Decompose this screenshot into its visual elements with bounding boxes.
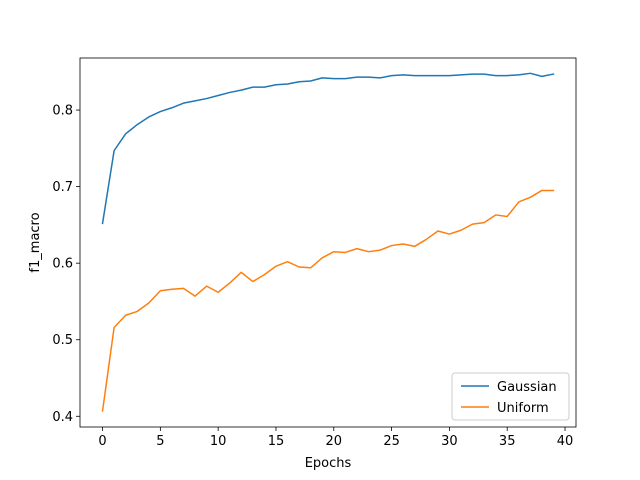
y-tick-label: 0.8 <box>52 104 73 119</box>
series-line-gaussian <box>101 72 555 225</box>
x-tick-label: 20 <box>326 434 343 449</box>
y-tick-label: 0.7 <box>52 180 73 195</box>
x-axis-ticks: 0 5 10 15 20 25 30 35 40 <box>98 427 573 449</box>
x-axis-label: Epochs <box>305 456 352 471</box>
y-tick-label: 0.5 <box>52 333 73 348</box>
legend-label-uniform: Uniform <box>497 401 549 416</box>
legend-box <box>451 372 570 421</box>
x-tick-label: 10 <box>210 434 227 449</box>
legend: Gaussian Uniform <box>451 372 570 421</box>
x-tick-label: 30 <box>441 434 458 449</box>
x-tick-label: 25 <box>383 434 400 449</box>
x-tick-label: 5 <box>156 434 164 449</box>
plot-frame <box>79 57 577 428</box>
x-tick-label: 15 <box>268 434 285 449</box>
y-tick-label: 0.6 <box>52 257 73 272</box>
legend-label-gaussian: Gaussian <box>497 380 557 395</box>
y-axis-ticks: 0.4 0.5 0.6 0.7 0.8 <box>52 104 80 425</box>
y-tick-label: 0.4 <box>52 410 73 425</box>
x-tick-label: 35 <box>499 434 516 449</box>
series-line-uniform <box>101 189 555 412</box>
series-layer <box>101 72 555 412</box>
x-tick-label: 0 <box>98 434 106 449</box>
plot-area <box>80 58 576 427</box>
x-tick-label: 40 <box>557 434 574 449</box>
y-axis-label: f1_macro <box>28 212 43 272</box>
